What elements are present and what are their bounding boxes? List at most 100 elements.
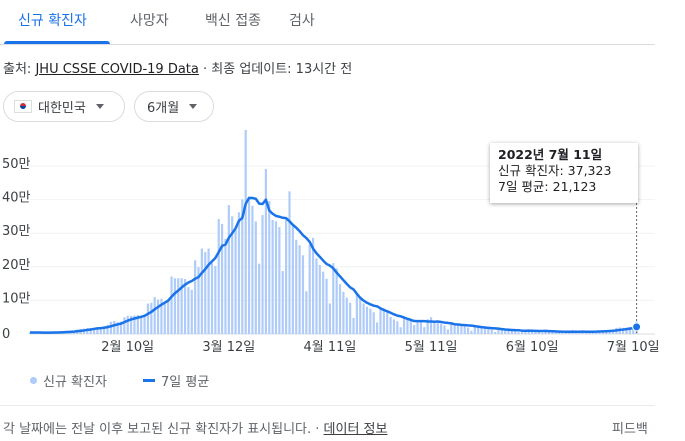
feedback-link[interactable]: 피드백 (612, 422, 648, 437)
bar (460, 325, 463, 334)
bar (497, 328, 500, 334)
bar (332, 263, 335, 334)
bar (561, 332, 564, 334)
bar (204, 252, 207, 334)
bar (622, 327, 625, 334)
period-label: 6개월 (147, 101, 180, 116)
bar (520, 331, 524, 334)
bar (285, 217, 288, 334)
bar (234, 229, 237, 334)
bar (210, 263, 214, 334)
bar (315, 258, 318, 334)
bar (291, 226, 294, 334)
bar (119, 321, 123, 334)
bar (487, 328, 490, 334)
period-dropdown[interactable]: 6개월 (134, 91, 214, 122)
bar (197, 267, 200, 334)
bar (376, 322, 379, 334)
bar (156, 299, 160, 334)
bar (584, 332, 588, 334)
hover-dot (632, 322, 642, 332)
bar (531, 330, 534, 334)
bar (187, 287, 190, 334)
bar (557, 331, 561, 334)
region-dropdown[interactable]: 대한민국 (3, 91, 125, 122)
bar (241, 199, 244, 334)
tab[interactable]: 백신 접종 (205, 13, 261, 29)
bar (150, 302, 153, 334)
bar (123, 317, 126, 334)
divider (0, 405, 655, 406)
tooltip-date: 2022년 7월 11일 (498, 147, 603, 162)
tab[interactable]: 신규 확진자 (18, 13, 87, 29)
bar (500, 329, 503, 334)
bar (274, 221, 278, 334)
source-prefix: 출처: (3, 62, 32, 77)
bar (429, 317, 433, 334)
x-tick-label: 3월 12일 (202, 340, 255, 355)
bar (588, 332, 591, 334)
bar (507, 329, 510, 334)
bar (359, 296, 362, 334)
legend-swatch (143, 379, 155, 382)
bar (517, 332, 520, 334)
bar (608, 330, 611, 334)
footer: 각 날짜에는 전날 이후 보고된 신규 확진자가 표시됩니다. · 데이터 정보 (3, 418, 387, 437)
bar (564, 332, 567, 334)
bar (325, 278, 328, 334)
chart: 0 10만 20만 30만 40만 50만 2월 10일 3월 12일 4월 11일 5월 11일… (2, 130, 660, 355)
bar (244, 130, 247, 334)
bar (109, 321, 112, 334)
x-tick-label: 4월 11일 (303, 340, 356, 355)
bar (547, 331, 551, 334)
data-info-link[interactable]: 데이터 정보 (323, 422, 388, 437)
bar (328, 303, 332, 334)
bar (436, 323, 439, 334)
x-tick-label: 2월 10일 (101, 340, 154, 355)
bar (467, 327, 470, 334)
bar (271, 219, 274, 334)
bar (251, 205, 254, 334)
bar (544, 330, 547, 334)
tab[interactable]: 검사 (289, 13, 315, 29)
flag-icon (14, 100, 32, 113)
footer-note: 각 날짜에는 전날 이후 보고된 신규 확진자가 표시됩니다. · (3, 422, 320, 437)
y-tick-label: 0 (2, 327, 10, 342)
bar (433, 321, 436, 334)
bar (456, 324, 460, 334)
bar (126, 315, 129, 334)
bar (92, 327, 96, 334)
bar (214, 265, 217, 334)
legend-swatch (30, 377, 37, 384)
bar (490, 329, 493, 334)
bar (136, 315, 139, 334)
bar (194, 260, 197, 334)
bar (527, 329, 530, 334)
bar (541, 332, 544, 334)
bar (493, 331, 497, 334)
bar (402, 316, 406, 334)
bar (295, 239, 298, 334)
bar (106, 324, 109, 334)
bar (322, 271, 325, 334)
bar (554, 331, 557, 334)
bar (167, 300, 170, 334)
bar (99, 327, 102, 334)
region-label: 대한민국 (38, 101, 86, 116)
bar (160, 298, 163, 334)
source-link[interactable]: JHU CSSE COVID-19 Data (35, 62, 199, 77)
x-tick-label: 6월 10일 (506, 340, 559, 355)
bar (504, 330, 507, 334)
bar (200, 248, 203, 334)
y-tick-label: 50만 (2, 157, 31, 172)
bar (237, 212, 241, 334)
bar (96, 327, 99, 334)
tab-bar: 신규 확진자 사망자 백신 접종 검사 (0, 0, 655, 45)
active-indicator (4, 41, 110, 44)
tooltip-line: 신규 확진자: 37,323 (498, 163, 612, 178)
bar (443, 325, 446, 334)
bar (369, 308, 372, 334)
bar (581, 331, 584, 334)
tab[interactable]: 사망자 (130, 13, 169, 29)
